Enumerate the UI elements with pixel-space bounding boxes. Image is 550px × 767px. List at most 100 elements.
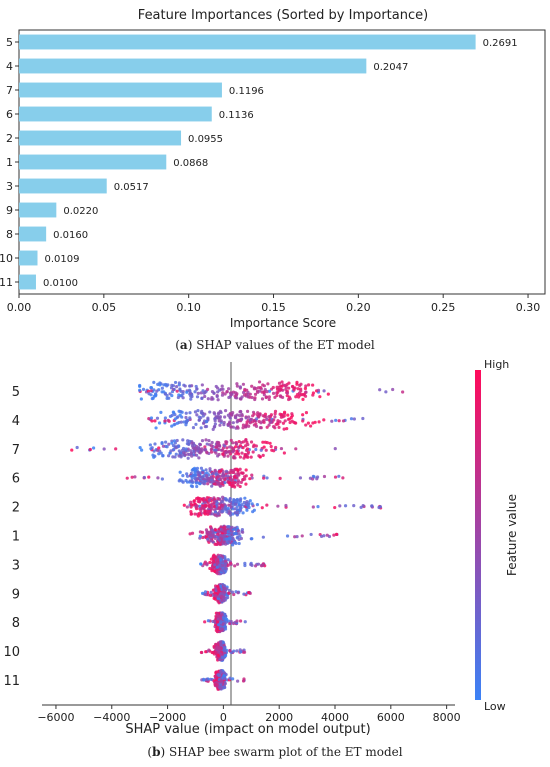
beeswarm-feature-label: 10 — [3, 645, 20, 660]
beeswarm-point — [177, 383, 181, 387]
beeswarm-point — [173, 417, 177, 421]
importance-bar — [19, 274, 36, 290]
beeswarm-point — [218, 423, 222, 427]
beeswarm-point — [273, 415, 277, 419]
beeswarm-point — [322, 389, 326, 393]
beeswarm-point — [268, 441, 272, 445]
beeswarm-point — [273, 412, 277, 416]
beeswarm-point — [238, 414, 242, 418]
beeswarm-point — [169, 449, 173, 453]
beeswarm-point — [221, 534, 225, 538]
beeswarm-point — [202, 678, 206, 682]
importance-bar — [19, 34, 476, 50]
beeswarm-point — [238, 484, 242, 489]
beeswarm-point — [217, 595, 221, 599]
beeswarm-point — [218, 620, 223, 625]
beeswarm-point — [270, 387, 274, 391]
beeswarm-point — [261, 414, 265, 418]
beeswarm-point — [213, 422, 217, 426]
beeswarm-point — [257, 380, 262, 384]
beeswarm-point — [236, 483, 240, 487]
importance-x-tick-label: 0.15 — [261, 301, 286, 314]
beeswarm-point — [241, 440, 246, 444]
beeswarm-point — [152, 394, 156, 398]
beeswarm-point — [170, 393, 174, 398]
beeswarm-point — [234, 531, 238, 536]
beeswarm-point — [221, 469, 225, 474]
importance-y-tick-label: 11 — [0, 276, 13, 289]
beeswarm-point — [204, 438, 208, 442]
beeswarm-point — [184, 411, 188, 415]
beeswarm-point — [221, 391, 225, 395]
beeswarm-x-tick-label: −6000 — [37, 711, 74, 724]
beeswarm-point — [208, 531, 212, 536]
importance-x-tick-label: 0.00 — [7, 301, 32, 314]
beeswarm-point — [290, 412, 294, 416]
beeswarm-point — [184, 478, 188, 483]
beeswarm-point — [217, 443, 221, 448]
beeswarm-point — [189, 503, 194, 507]
beeswarm-point — [153, 442, 157, 446]
beeswarm-point — [283, 383, 287, 388]
beeswarm-point — [181, 392, 185, 396]
beeswarm-point — [274, 445, 278, 450]
beeswarm-point — [265, 390, 269, 394]
beeswarm-point — [278, 476, 282, 480]
beeswarm-point — [238, 455, 243, 459]
beeswarm-point — [230, 590, 235, 594]
beeswarm-point — [239, 536, 243, 541]
beeswarm-point — [239, 480, 243, 485]
beeswarm-point — [237, 532, 241, 536]
beeswarm-point — [187, 439, 192, 443]
beeswarm-point — [219, 643, 223, 647]
beeswarm-point — [250, 473, 254, 477]
beeswarm-point — [245, 420, 249, 424]
beeswarm-point — [157, 452, 161, 456]
beeswarm-point — [178, 470, 182, 474]
beeswarm-point — [236, 529, 240, 533]
beeswarm-point — [209, 448, 213, 452]
beeswarm-point — [278, 389, 282, 393]
beeswarm-point — [215, 565, 220, 569]
beeswarm-point — [219, 584, 223, 588]
beeswarm-point — [190, 479, 194, 483]
beeswarm-point — [222, 674, 226, 678]
importance-bar — [19, 226, 47, 242]
beeswarm-point — [227, 499, 232, 503]
beeswarm-point — [167, 454, 171, 458]
beeswarm-point — [293, 535, 297, 539]
beeswarm-point — [223, 562, 228, 566]
beeswarm-point — [189, 397, 193, 401]
beeswarm-point — [222, 538, 226, 542]
beeswarm-point — [223, 584, 227, 588]
beeswarm-point — [195, 395, 200, 399]
beeswarm-point — [185, 505, 189, 509]
beeswarm-point — [264, 448, 268, 452]
beeswarm-x-tick-label: −4000 — [93, 711, 130, 724]
beeswarm-point — [241, 426, 245, 430]
beeswarm-point — [197, 415, 201, 419]
beeswarm-point — [220, 384, 224, 388]
beeswarm-point — [235, 384, 239, 388]
beeswarm-point — [285, 427, 289, 431]
beeswarm-point — [264, 395, 268, 400]
beeswarm-point — [280, 380, 284, 384]
beeswarm-point — [182, 503, 186, 507]
beeswarm-point — [153, 392, 158, 396]
beeswarm-point — [208, 467, 212, 471]
beeswarm-point — [172, 439, 177, 443]
beeswarm-point — [200, 396, 204, 401]
beeswarm-point — [215, 613, 220, 618]
beeswarm-point — [337, 419, 341, 423]
beeswarm-point — [220, 448, 225, 452]
importance-x-tick-label: 0.20 — [346, 301, 371, 314]
beeswarm-point — [203, 390, 207, 394]
beeswarm-point — [196, 391, 200, 395]
beeswarm-point — [223, 415, 227, 419]
beeswarm-point — [159, 451, 163, 455]
beeswarm-point — [384, 390, 388, 394]
beeswarm-point — [92, 446, 96, 450]
beeswarm-point — [173, 380, 178, 385]
beeswarm-point — [222, 676, 227, 681]
beeswarm-point — [217, 469, 221, 473]
